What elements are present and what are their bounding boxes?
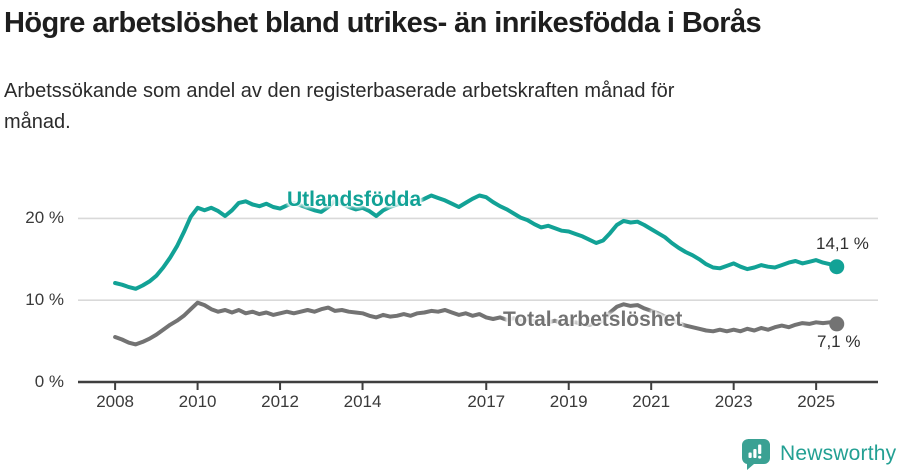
newsworthy-wordmark: Newsworthy	[780, 442, 897, 465]
y-tick-label: 10 %	[25, 290, 64, 310]
end-value-total: 7,1 %	[817, 332, 861, 351]
chart-subtitle: Arbetssökande som andel av den registerb…	[4, 80, 675, 133]
series-end-dot	[829, 259, 845, 275]
series-label-total: Total arbetslöshet	[503, 308, 683, 331]
x-tick-label: 2019	[549, 392, 588, 411]
newsworthy-logo: Newsworthy	[741, 438, 896, 470]
x-tick-label: 2023	[714, 392, 753, 411]
series-label-utlandsfodda: Utlandsfödda	[287, 188, 422, 211]
end-value-utlandsfodda: 14,1 %	[816, 234, 869, 253]
x-tick-label: 2008	[96, 392, 135, 411]
y-tick-label: 20 %	[25, 208, 64, 228]
x-tick-label: 2014	[343, 392, 382, 411]
y-tick-label: 0 %	[34, 372, 64, 391]
series-end-dot	[829, 316, 845, 332]
x-tick-label: 2021	[632, 392, 671, 411]
x-tick-label: 2025	[797, 392, 836, 411]
x-tick-label: 2017	[467, 392, 506, 411]
series-line	[113, 300, 839, 347]
page-title: Högre arbetslöshet bland utrikes- än inr…	[4, 7, 762, 39]
x-tick-label: 2010	[178, 392, 217, 411]
newsworthy-icon	[742, 439, 770, 470]
series-line	[113, 193, 839, 291]
x-tick-label: 2012	[261, 392, 299, 411]
